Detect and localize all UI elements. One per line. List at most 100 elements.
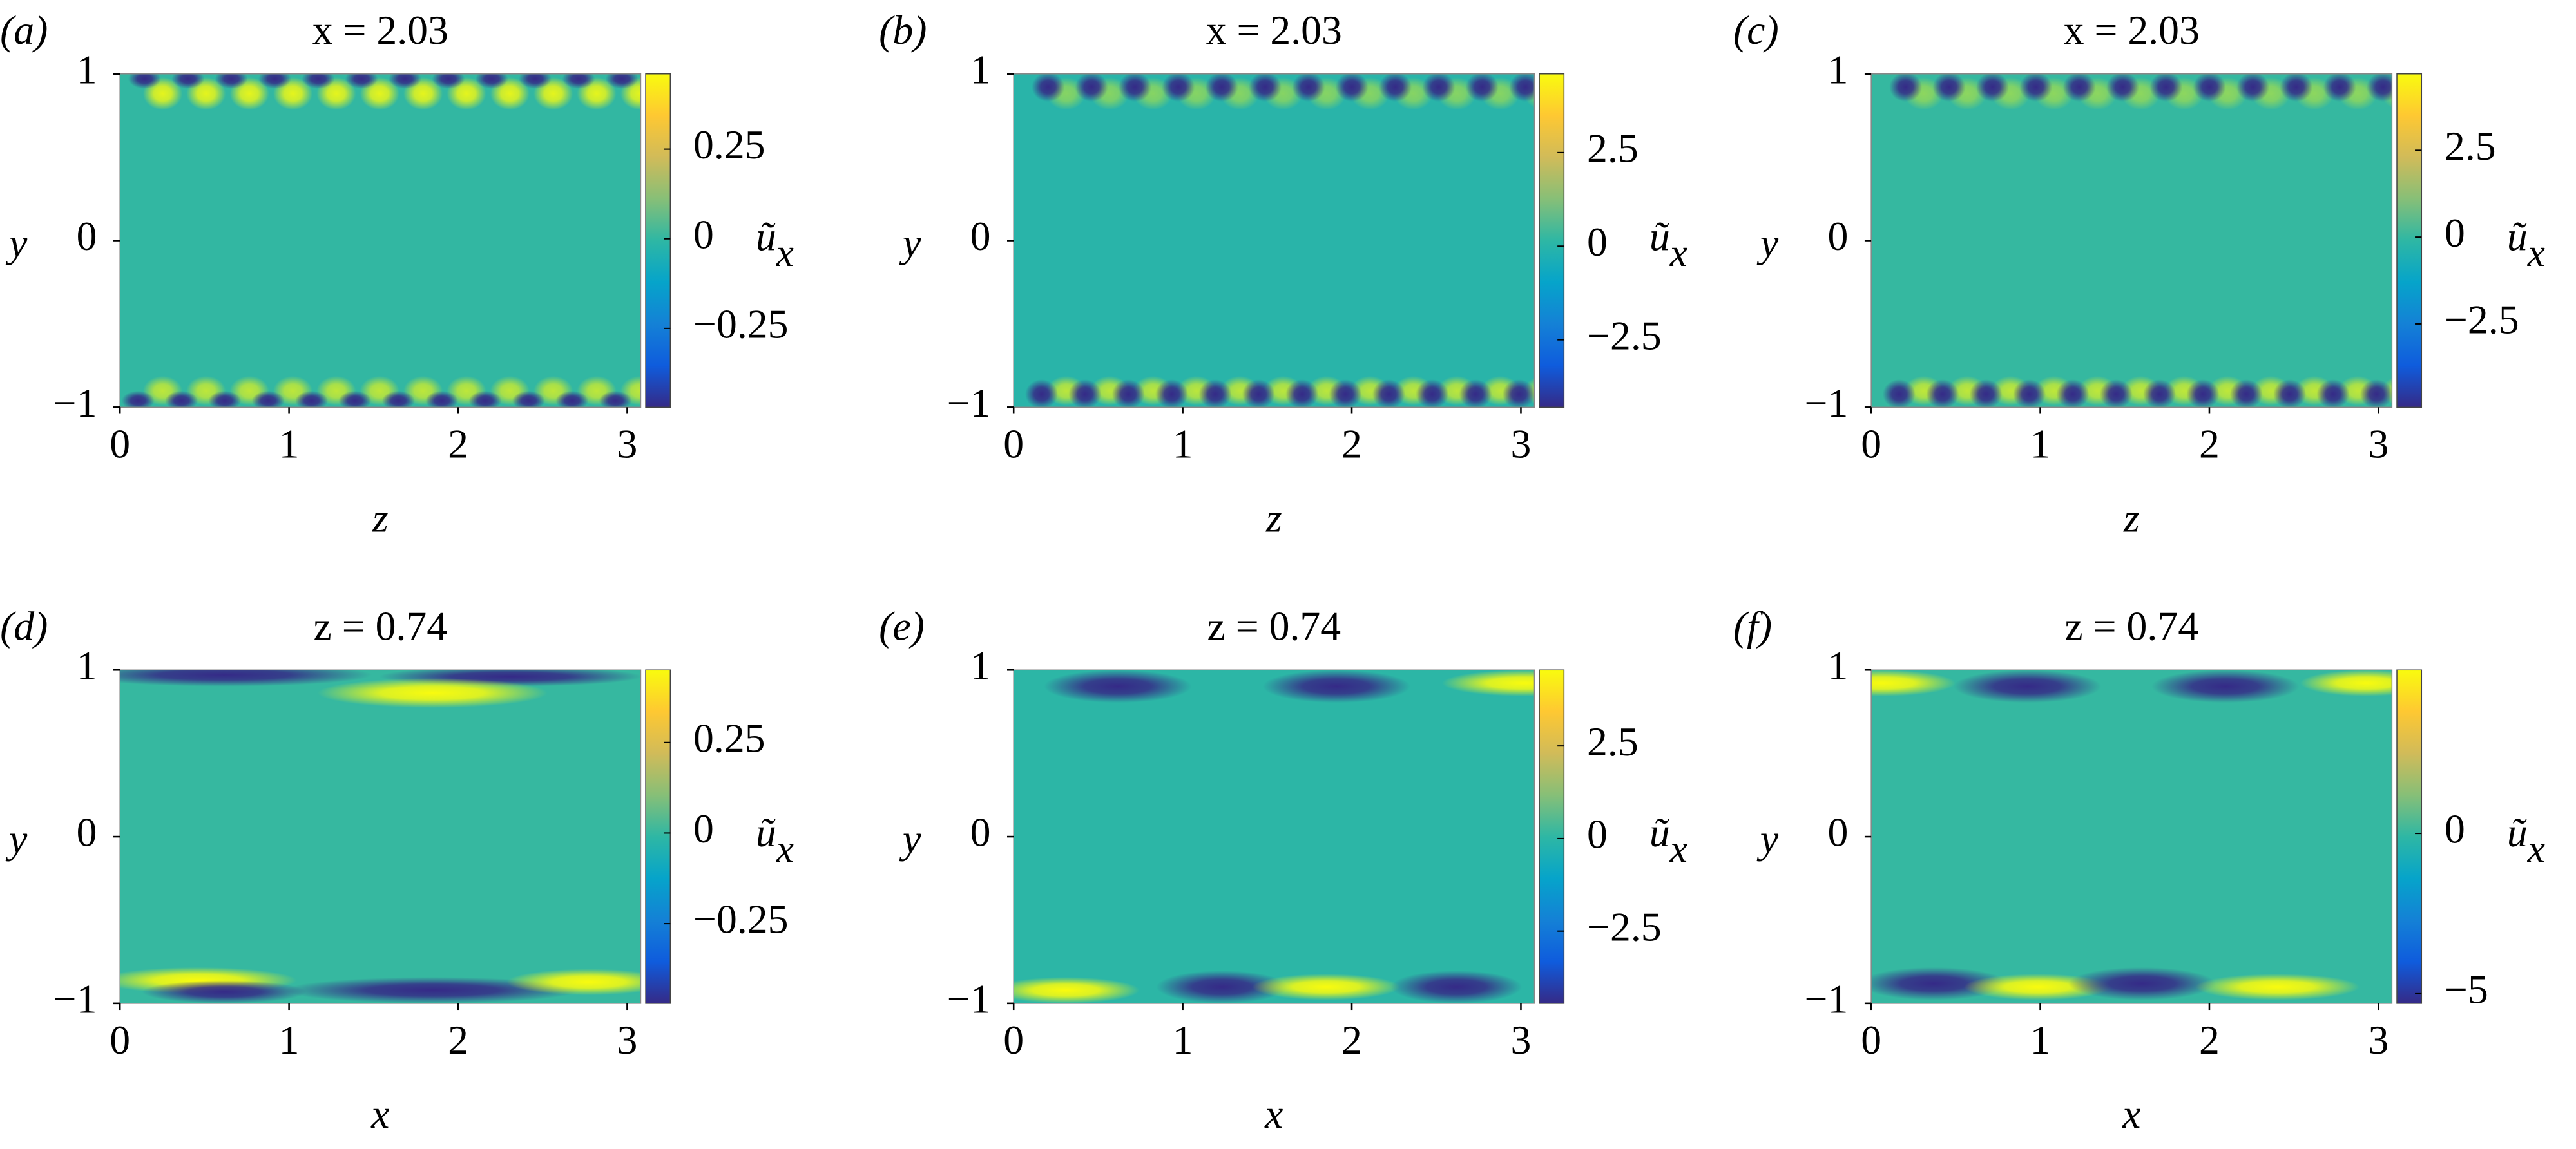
field-blob <box>1292 73 1325 102</box>
field-blob <box>2186 379 2220 408</box>
colorbar-label-symbol: ũ <box>756 810 776 855</box>
colorbar-tick-label: 2.5 <box>1587 125 1639 171</box>
colorbar-label-subscript: x <box>776 828 794 871</box>
colorbar <box>1539 669 1565 1004</box>
field-blob <box>1249 73 1282 102</box>
colorbar-tick-label: 0 <box>693 806 714 851</box>
x-axis-label: z <box>2123 495 2140 540</box>
colorbar-label-subscript: x <box>1669 828 1687 871</box>
field-blob <box>208 390 242 408</box>
field-blob <box>1032 73 1065 102</box>
panel: (a) x = 2.03 z y 0 1 2 3 −1 0 1 −0.25 0 0.25 ũx <box>0 7 794 540</box>
colorbar-label: ũx <box>2507 810 2545 871</box>
field-blob <box>1075 73 1108 102</box>
field-blob <box>389 73 422 89</box>
field-blob <box>2195 973 2360 1000</box>
field-blob <box>1162 73 1195 102</box>
field-blob <box>2273 379 2307 408</box>
field-pattern <box>120 670 641 1003</box>
field-blob <box>128 73 161 89</box>
field-blob <box>562 73 595 89</box>
x-tick-label: 3 <box>2368 1017 2389 1063</box>
colorbar-tick-label: −2.5 <box>1587 904 1662 949</box>
x-tick-label: 0 <box>1861 1017 1881 1063</box>
y-tick-label: 1 <box>970 46 991 92</box>
field-background <box>120 73 641 408</box>
field-blob <box>1953 670 2102 703</box>
field-blob <box>2013 379 2046 408</box>
x-tick-label: 3 <box>617 421 638 467</box>
field-pattern <box>1025 73 1535 408</box>
x-tick-label: 2 <box>448 1017 468 1063</box>
colorbar-label: ũx <box>2507 213 2545 275</box>
y-tick-label: 1 <box>77 46 97 92</box>
y-tick-label: 0 <box>1828 213 1849 259</box>
field-blob <box>1068 379 1102 408</box>
field-blob <box>468 390 502 408</box>
colorbar-label-symbol: ũ <box>756 213 776 259</box>
x-tick-label: 1 <box>279 1017 300 1063</box>
field-blob <box>317 678 548 708</box>
field-blob <box>1111 379 1145 408</box>
colorbar-tick-label: −2.5 <box>2445 297 2519 343</box>
panel: (c) x = 2.03 z y 0 1 2 3 −1 0 1 −2.5 0 2.5ũx <box>1733 7 2545 540</box>
y-tick-label: −1 <box>53 976 97 1021</box>
y-tick-label: −1 <box>53 380 97 426</box>
field-blob <box>1198 379 1232 408</box>
field-blob <box>2099 379 2133 408</box>
colorbar-label: ũx <box>1649 213 1687 275</box>
x-axis-label: z <box>1265 495 1282 540</box>
field-blob <box>1459 379 1492 408</box>
field-blob <box>1329 379 1362 408</box>
x-tick-label: 2 <box>2199 421 2220 467</box>
colorbar-label-symbol: ũ <box>2507 810 2528 855</box>
y-tick-label: −1 <box>947 976 991 1021</box>
x-tick-label: 3 <box>1511 1017 1532 1063</box>
field-blob <box>142 980 307 1003</box>
field-blob <box>1465 73 1499 102</box>
field-blob <box>1044 670 1192 703</box>
field-blob <box>432 73 465 89</box>
panel-label: (a) <box>0 7 48 53</box>
x-tick-label: 3 <box>2368 421 2389 467</box>
field-blob <box>2019 73 2053 102</box>
field-blob <box>338 390 372 408</box>
y-axis-label: y <box>899 220 921 265</box>
panel-label: (e) <box>879 603 925 649</box>
x-tick-label: 0 <box>110 1017 130 1063</box>
field-blob <box>2367 73 2392 102</box>
x-tick-label: 1 <box>2030 421 2051 467</box>
colorbar-tick-label: 0.25 <box>693 715 765 761</box>
field-blob <box>1975 73 2009 102</box>
y-tick-label: 0 <box>970 810 991 855</box>
field-blob <box>1155 379 1189 408</box>
field-blob <box>2316 379 2350 408</box>
field-background <box>1014 73 1535 408</box>
y-axis-label: y <box>1756 816 1779 862</box>
y-tick-label: 1 <box>970 643 991 688</box>
colorbar-tick-label: 0 <box>1587 219 1608 265</box>
field-blob <box>1242 379 1275 408</box>
x-tick-label: 2 <box>1341 1017 1362 1063</box>
colorbar <box>645 73 671 408</box>
y-axis-label: y <box>5 816 28 862</box>
field-blob <box>345 73 378 89</box>
colorbar-label-subscript: x <box>2527 828 2545 871</box>
field-pattern <box>121 73 641 408</box>
field-blob <box>2068 967 2216 1000</box>
x-axis-label: x <box>370 1091 389 1137</box>
field-blob <box>2193 73 2226 102</box>
panel-label: (f) <box>1733 603 1772 649</box>
colorbar <box>2396 669 2423 1004</box>
colorbar-tick-label: −5 <box>2445 967 2488 1012</box>
x-tick-label: 2 <box>2199 1017 2220 1063</box>
field-blob <box>295 390 329 408</box>
panel-title: x = 2.03 <box>312 7 448 53</box>
colorbar-label-symbol: ũ <box>1649 213 1670 259</box>
panel-label: (c) <box>1733 7 1779 53</box>
colorbar-label: ũx <box>1649 810 1687 871</box>
y-axis-label: y <box>5 220 28 265</box>
